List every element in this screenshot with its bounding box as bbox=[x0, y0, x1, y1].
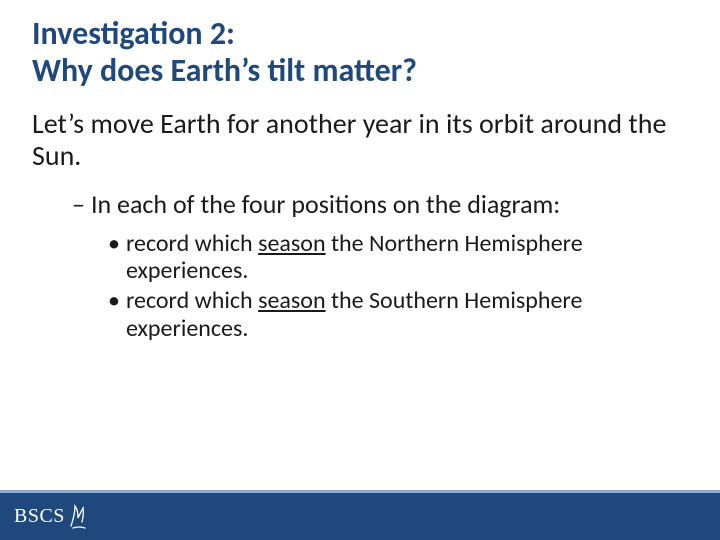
title-line2: Why does Earth’s tilt matter? bbox=[32, 53, 688, 90]
slide-content: Investigation 2: Why does Earth’s tilt m… bbox=[0, 0, 720, 490]
title-line1: Investigation 2: bbox=[32, 16, 688, 53]
logo-glyph-icon bbox=[68, 504, 90, 530]
bullet-level2: • record which season the Northern Hemis… bbox=[108, 230, 688, 285]
bullet-level2-text: record which season the Southern Hemisph… bbox=[126, 287, 688, 342]
bullet-dot-icon: • bbox=[108, 230, 120, 285]
bullet-level2: • record which season the Southern Hemis… bbox=[108, 287, 688, 342]
logo-text: BSCS bbox=[14, 505, 65, 528]
bullet-dot-icon: • bbox=[108, 287, 120, 342]
slide: Investigation 2: Why does Earth’s tilt m… bbox=[0, 0, 720, 540]
bullet-level1: – In each of the four positions on the d… bbox=[72, 190, 688, 220]
bscs-logo: BSCS bbox=[14, 504, 90, 530]
text-prefix: record which bbox=[126, 286, 258, 315]
text-underline: season bbox=[258, 286, 325, 315]
slide-footer: BSCS bbox=[0, 490, 720, 540]
slide-title: Investigation 2: Why does Earth’s tilt m… bbox=[32, 16, 688, 90]
bullet-level1-text: In each of the four positions on the dia… bbox=[91, 190, 688, 220]
text-underline: season bbox=[258, 229, 325, 258]
intro-text: Let’s move Earth for another year in its… bbox=[32, 108, 688, 172]
text-prefix: record which bbox=[126, 229, 258, 258]
bullet-level2-text: record which season the Northern Hemisph… bbox=[126, 230, 688, 285]
dash-icon: – bbox=[72, 190, 85, 220]
bullet-level2-group: • record which season the Northern Hemis… bbox=[108, 230, 688, 342]
footer-bar: BSCS bbox=[0, 493, 720, 540]
